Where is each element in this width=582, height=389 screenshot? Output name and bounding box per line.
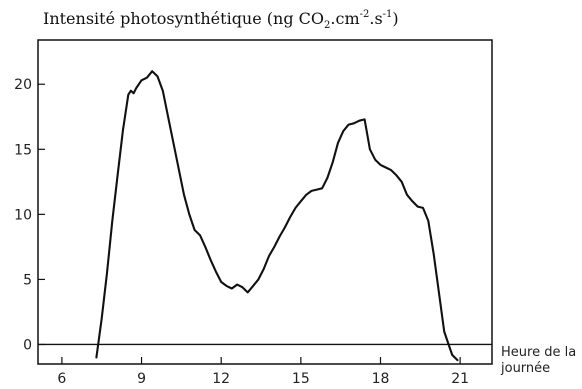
chart-title-sub: 2 xyxy=(324,20,330,31)
y-tick-label: 15 xyxy=(14,142,32,158)
x-axis-ticks: 6 9 12 15 18 21 xyxy=(57,357,469,387)
x-tick-label: 9 xyxy=(137,371,146,387)
chart-title: Intensité photosynthétique (ng CO2.cm-2.… xyxy=(43,9,399,31)
x-tick-label: 6 xyxy=(57,371,66,387)
chart-title-sup1: -2 xyxy=(360,9,370,20)
chart-title-sup2: -1 xyxy=(383,9,393,20)
x-axis-label-line1: Heure de la xyxy=(501,345,576,360)
x-axis-label-line2: journée xyxy=(500,361,550,376)
photosynthesis-curve xyxy=(95,70,459,362)
x-tick-label: 15 xyxy=(292,371,310,387)
y-tick-label: 10 xyxy=(14,207,32,223)
x-tick-label: 18 xyxy=(372,371,390,387)
y-tick-label: 0 xyxy=(23,337,32,353)
chart-title-prefix: Intensité photosynthétique (ng CO xyxy=(43,9,324,28)
y-tick-label: 20 xyxy=(14,77,32,93)
y-tick-label: 5 xyxy=(23,272,32,288)
x-tick-label: 21 xyxy=(451,371,469,387)
x-tick-label: 12 xyxy=(212,371,230,387)
chart-title-suffix: ) xyxy=(392,9,398,28)
y-axis-ticks: 0 5 10 15 20 xyxy=(14,77,45,353)
chart-title-mid2: .s xyxy=(369,9,382,28)
plot-frame xyxy=(37,39,493,365)
chart-title-middle: .cm xyxy=(330,9,359,28)
